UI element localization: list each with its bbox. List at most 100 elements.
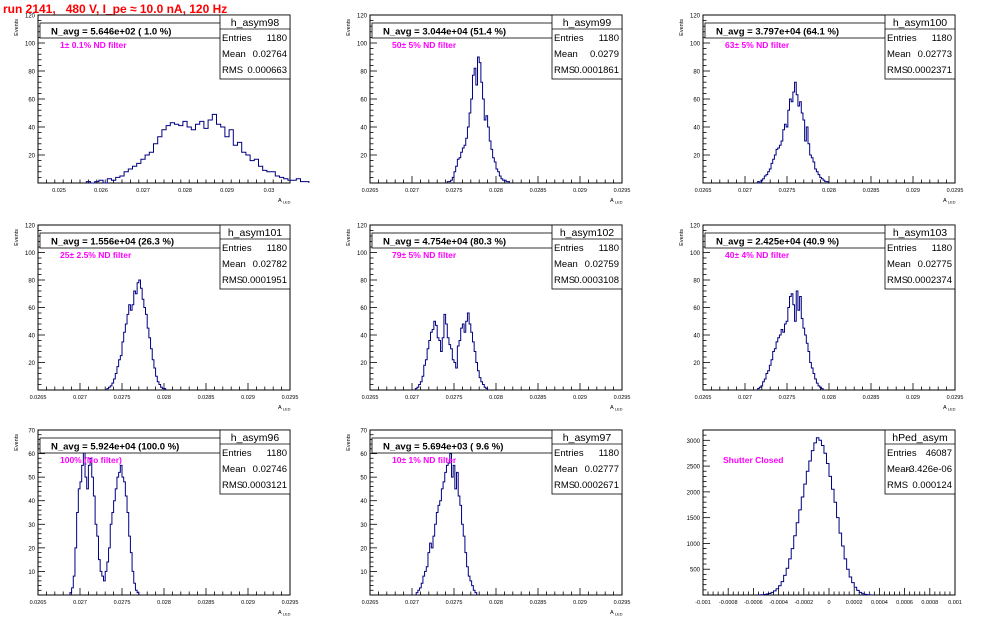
- histogram-bin: [114, 501, 116, 595]
- histogram-bin: [212, 114, 216, 183]
- stats-label: Entries: [222, 243, 252, 254]
- stats-value: 1180: [599, 448, 619, 459]
- histogram-bin: [141, 159, 145, 183]
- histogram-bin: [436, 513, 438, 596]
- histogram-bin: [459, 158, 461, 183]
- histogram-bin: [225, 137, 229, 183]
- histogram-bin: [437, 338, 439, 390]
- histogram-bin: [149, 152, 153, 183]
- x-tick-label: 0.0275: [779, 188, 796, 194]
- stats-label: Entries: [222, 33, 252, 44]
- histogram-bin: [117, 477, 119, 595]
- histogram-bin: [125, 324, 127, 390]
- histogram-name: h_asym98: [231, 17, 280, 29]
- x-tick-label: 0.027: [73, 395, 87, 401]
- histogram-bin: [440, 501, 442, 595]
- x-tick-label: 0.0295: [614, 600, 631, 606]
- histogram-bin: [791, 294, 793, 390]
- x-tick-label: -0.0004: [769, 600, 788, 606]
- stats-value: 0.02775: [918, 259, 952, 270]
- histogram-bin: [246, 155, 250, 183]
- stats-value: 0.02764: [253, 49, 287, 60]
- stats-value: -3.426e-06: [906, 464, 952, 475]
- histogram-bin: [791, 102, 793, 183]
- x-tick-label: 0.03: [264, 188, 275, 194]
- histogram-bin: [801, 319, 803, 391]
- histogram-bin: [455, 489, 457, 595]
- histogram-bin: [196, 124, 200, 183]
- histogram-bin: [431, 548, 433, 595]
- stats-label: Entries: [554, 33, 584, 44]
- x-tick-label: 0.0295: [282, 395, 299, 401]
- histogram-bin: [107, 179, 111, 183]
- y-tick-label: 1000: [687, 542, 701, 548]
- histogram-bin: [783, 332, 785, 390]
- stats-value: 0.0003121: [242, 480, 287, 491]
- stats-label: Entries: [887, 33, 917, 44]
- histogram-bin: [90, 458, 92, 595]
- histogram-bin: [162, 130, 166, 183]
- histogram-bin: [814, 443, 817, 595]
- stats-value: 0.0002374: [907, 275, 952, 286]
- y-tick-label: 100: [25, 251, 36, 257]
- histogram-bin: [229, 130, 233, 183]
- stats-label: RMS: [887, 275, 908, 286]
- histogram-bin: [790, 297, 792, 391]
- x-tick-label: 0.001: [948, 600, 962, 606]
- histogram-bin: [795, 321, 797, 390]
- x-tick-label: 0.029: [220, 188, 234, 194]
- histogram-line: [85, 113, 310, 184]
- stats-label: RMS: [887, 480, 908, 491]
- panel-h_asym100: 20 40 60 80 100 120 0.0265 0.027 0.0275 0.028 0.02…: [679, 14, 963, 205]
- histogram-bin: [805, 141, 807, 183]
- y-tick-label: 100: [690, 251, 701, 257]
- histogram-bin: [200, 121, 204, 183]
- histogram-line: [414, 312, 489, 390]
- histogram-bin: [826, 464, 829, 595]
- stats-value: 0.0003108: [574, 275, 619, 286]
- y-tick-label: 30: [28, 523, 35, 529]
- y-tick-label: 80: [360, 279, 367, 285]
- x-axis-title: A LED: [610, 405, 623, 412]
- y-tick-label: 50: [360, 476, 367, 482]
- y-tick-label: 40: [28, 126, 35, 132]
- histogram-bin: [139, 280, 141, 390]
- histogram-line: [757, 290, 824, 390]
- y-tick-label: 100: [690, 42, 701, 48]
- x-tick-label: 0.0295: [614, 395, 631, 401]
- histogram-bin: [809, 461, 812, 595]
- x-tick-label: 0.0295: [947, 188, 964, 194]
- histogram-name: h_asym100: [893, 17, 947, 29]
- histogram-name: h_asym101: [228, 227, 282, 239]
- stats-box: [219, 14, 291, 80]
- y-tick-label: 10: [28, 570, 35, 576]
- y-tick-label: 120: [25, 224, 36, 230]
- stats-label: RMS: [554, 275, 575, 286]
- filter-annotation: 50± 5% ND filter: [392, 40, 457, 50]
- y-tick-label: 40: [360, 334, 367, 340]
- x-tick-label: -0.0008: [719, 600, 738, 606]
- histogram-bin: [267, 172, 271, 183]
- panel-h_asym98: 20 40 60 80 100 120 0.025 0.026 0.027 0.028 0.029 0…: [14, 14, 310, 205]
- stats-label: RMS: [887, 65, 908, 76]
- y-tick-label: 60: [360, 98, 367, 104]
- histogram-bin: [250, 161, 254, 183]
- x-tick-label: 0.0295: [282, 600, 299, 606]
- histogram-bin: [778, 338, 780, 390]
- x-tick-label: 0.027: [738, 395, 752, 401]
- x-tick-label: 0.0275: [114, 600, 131, 606]
- y-axis-title: Events: [679, 19, 685, 36]
- y-axis-title: Events: [14, 19, 20, 36]
- histogram-bin: [122, 477, 124, 595]
- y-tick-label: 40: [28, 499, 35, 505]
- y-tick-label: 500: [690, 568, 701, 574]
- stats-box: [219, 224, 291, 290]
- histogram-bin: [434, 321, 436, 390]
- x-tick-label: 0.0285: [198, 395, 215, 401]
- plot-title: N_avg = 1.556e+04 (26.3 %): [51, 237, 174, 248]
- histogram-bin: [119, 472, 121, 595]
- y-tick-label: 80: [28, 279, 35, 285]
- histogram-bin: [432, 330, 434, 391]
- histogram-bin: [786, 321, 788, 390]
- stats-value: 0.02777: [585, 464, 619, 475]
